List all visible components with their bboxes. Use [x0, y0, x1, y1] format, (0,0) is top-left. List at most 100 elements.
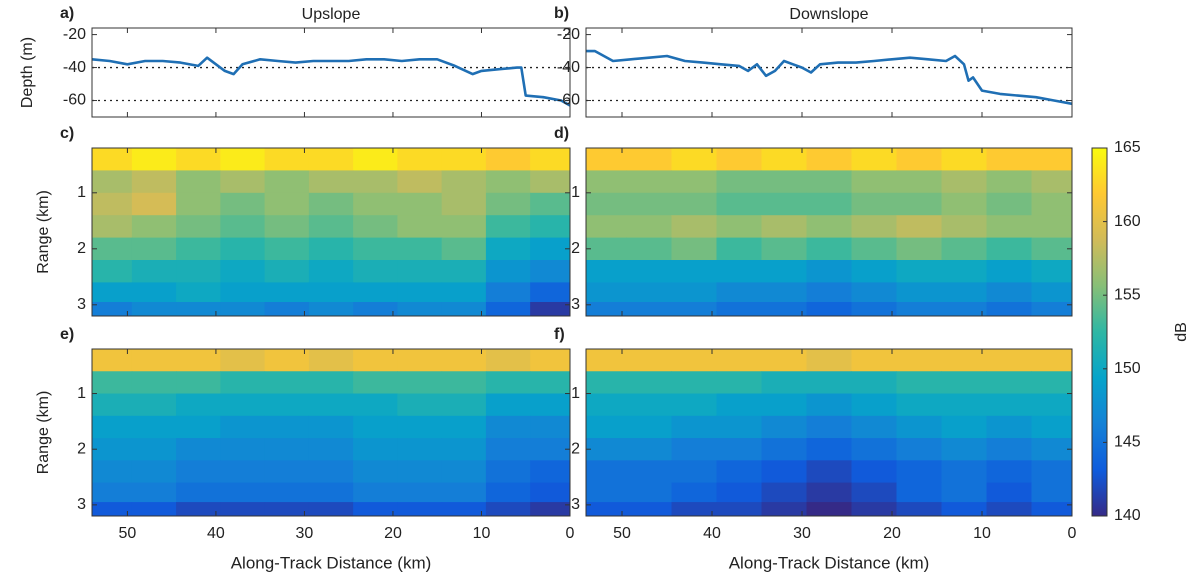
- heat-cell: [716, 215, 762, 239]
- heat-cell: [806, 237, 852, 261]
- heat-cell: [397, 237, 443, 261]
- heat-cell: [220, 260, 266, 283]
- heat-cell: [397, 438, 443, 461]
- depth-line: [586, 49, 1073, 106]
- heat-cell: [986, 237, 1032, 261]
- heat-cell: [941, 170, 987, 194]
- heat-cell: [220, 415, 266, 439]
- heat-cell: [896, 260, 942, 283]
- heat-cell: [264, 393, 310, 417]
- heat-cell: [176, 393, 221, 417]
- heat-cell: [716, 349, 762, 372]
- panel-label: a): [60, 5, 74, 22]
- heat-cell: [397, 393, 443, 417]
- heat-cell: [485, 148, 531, 171]
- heat-cell: [176, 482, 221, 503]
- heat-cell: [761, 170, 807, 194]
- heat-cell: [586, 237, 627, 261]
- heat-cell: [176, 415, 221, 439]
- heat-cell: [941, 282, 987, 303]
- heat-cell: [131, 438, 177, 461]
- heat-cell: [1031, 460, 1073, 484]
- heat-cell: [986, 170, 1032, 194]
- heat-cell: [353, 502, 398, 517]
- heat-cell: [761, 349, 807, 372]
- heat-cell: [671, 237, 717, 261]
- heat-cell: [353, 148, 398, 171]
- heat-cell: [530, 502, 571, 517]
- heat-cell: [92, 148, 133, 171]
- heat-cell: [626, 170, 672, 194]
- heat-cell: [716, 502, 762, 517]
- heat-cell: [485, 460, 531, 484]
- x-tick-label: 0: [1068, 525, 1077, 542]
- heat-cell: [671, 148, 717, 171]
- colorbar-tick-label: 150: [1114, 360, 1141, 377]
- heat-cell: [716, 438, 762, 461]
- heat-cell: [761, 371, 807, 395]
- heat-cell: [441, 349, 487, 372]
- heat-cell: [851, 237, 897, 261]
- heat-cell: [530, 192, 571, 216]
- colorbar-tick-label: 140: [1114, 507, 1141, 524]
- heat-cell: [851, 438, 897, 461]
- heat-cell: [1031, 415, 1073, 439]
- heat-cell: [92, 192, 133, 216]
- heat-cell: [986, 260, 1032, 283]
- heat-cell: [131, 192, 177, 216]
- heat-cell: [626, 237, 672, 261]
- heat-cell: [397, 349, 443, 372]
- heat-cell: [896, 302, 942, 317]
- heat-cell: [986, 282, 1032, 303]
- axes-frame: [91, 147, 571, 317]
- heat-cell: [308, 170, 354, 194]
- heat-cell: [806, 393, 852, 417]
- heat-cell: [671, 170, 717, 194]
- heat-cell: [626, 215, 672, 239]
- heat-cell: [941, 502, 987, 517]
- heat-cell: [986, 393, 1032, 417]
- heat-cell: [530, 482, 571, 503]
- heat-cell: [264, 192, 310, 216]
- heat-cell: [485, 349, 531, 372]
- heat-cell: [586, 302, 627, 317]
- axes-frame: [91, 348, 571, 517]
- heat-cell: [308, 282, 354, 303]
- heat-cell: [896, 482, 942, 503]
- heat-cell: [264, 237, 310, 261]
- heat-cell: [941, 460, 987, 484]
- heat-cell: [353, 282, 398, 303]
- heat-cell: [131, 170, 177, 194]
- x-tick-label: 20: [883, 525, 901, 542]
- heat-cell: [131, 148, 177, 171]
- heat-cell: [806, 438, 852, 461]
- heat-cell: [896, 237, 942, 261]
- heat-cell: [530, 148, 571, 171]
- heat-cell: [941, 302, 987, 317]
- heat-cell: [761, 260, 807, 283]
- heat-cell: [986, 415, 1032, 439]
- heat-cell: [530, 371, 571, 395]
- heat-cell: [530, 237, 571, 261]
- heat-cell: [586, 170, 627, 194]
- heat-cell: [353, 371, 398, 395]
- panel-title: Downslope: [789, 6, 868, 23]
- heat-cell: [716, 237, 762, 261]
- heat-cell: [896, 438, 942, 461]
- axes-frame: [585, 348, 1073, 517]
- heat-cell: [806, 415, 852, 439]
- heat-cell: [671, 502, 717, 517]
- heat-cell: [397, 170, 443, 194]
- heat-cell: [806, 148, 852, 171]
- colorbar: [1091, 147, 1108, 517]
- heat-cell: [92, 460, 133, 484]
- heat-cell: [308, 502, 354, 517]
- y-tick-label: 1: [571, 385, 580, 402]
- heat-cell: [941, 371, 987, 395]
- heat-cell: [716, 302, 762, 317]
- heat-cell: [485, 282, 531, 303]
- heat-cell: [397, 371, 443, 395]
- heat-cell: [626, 192, 672, 216]
- heat-cell: [131, 482, 177, 503]
- heat-cell: [671, 215, 717, 239]
